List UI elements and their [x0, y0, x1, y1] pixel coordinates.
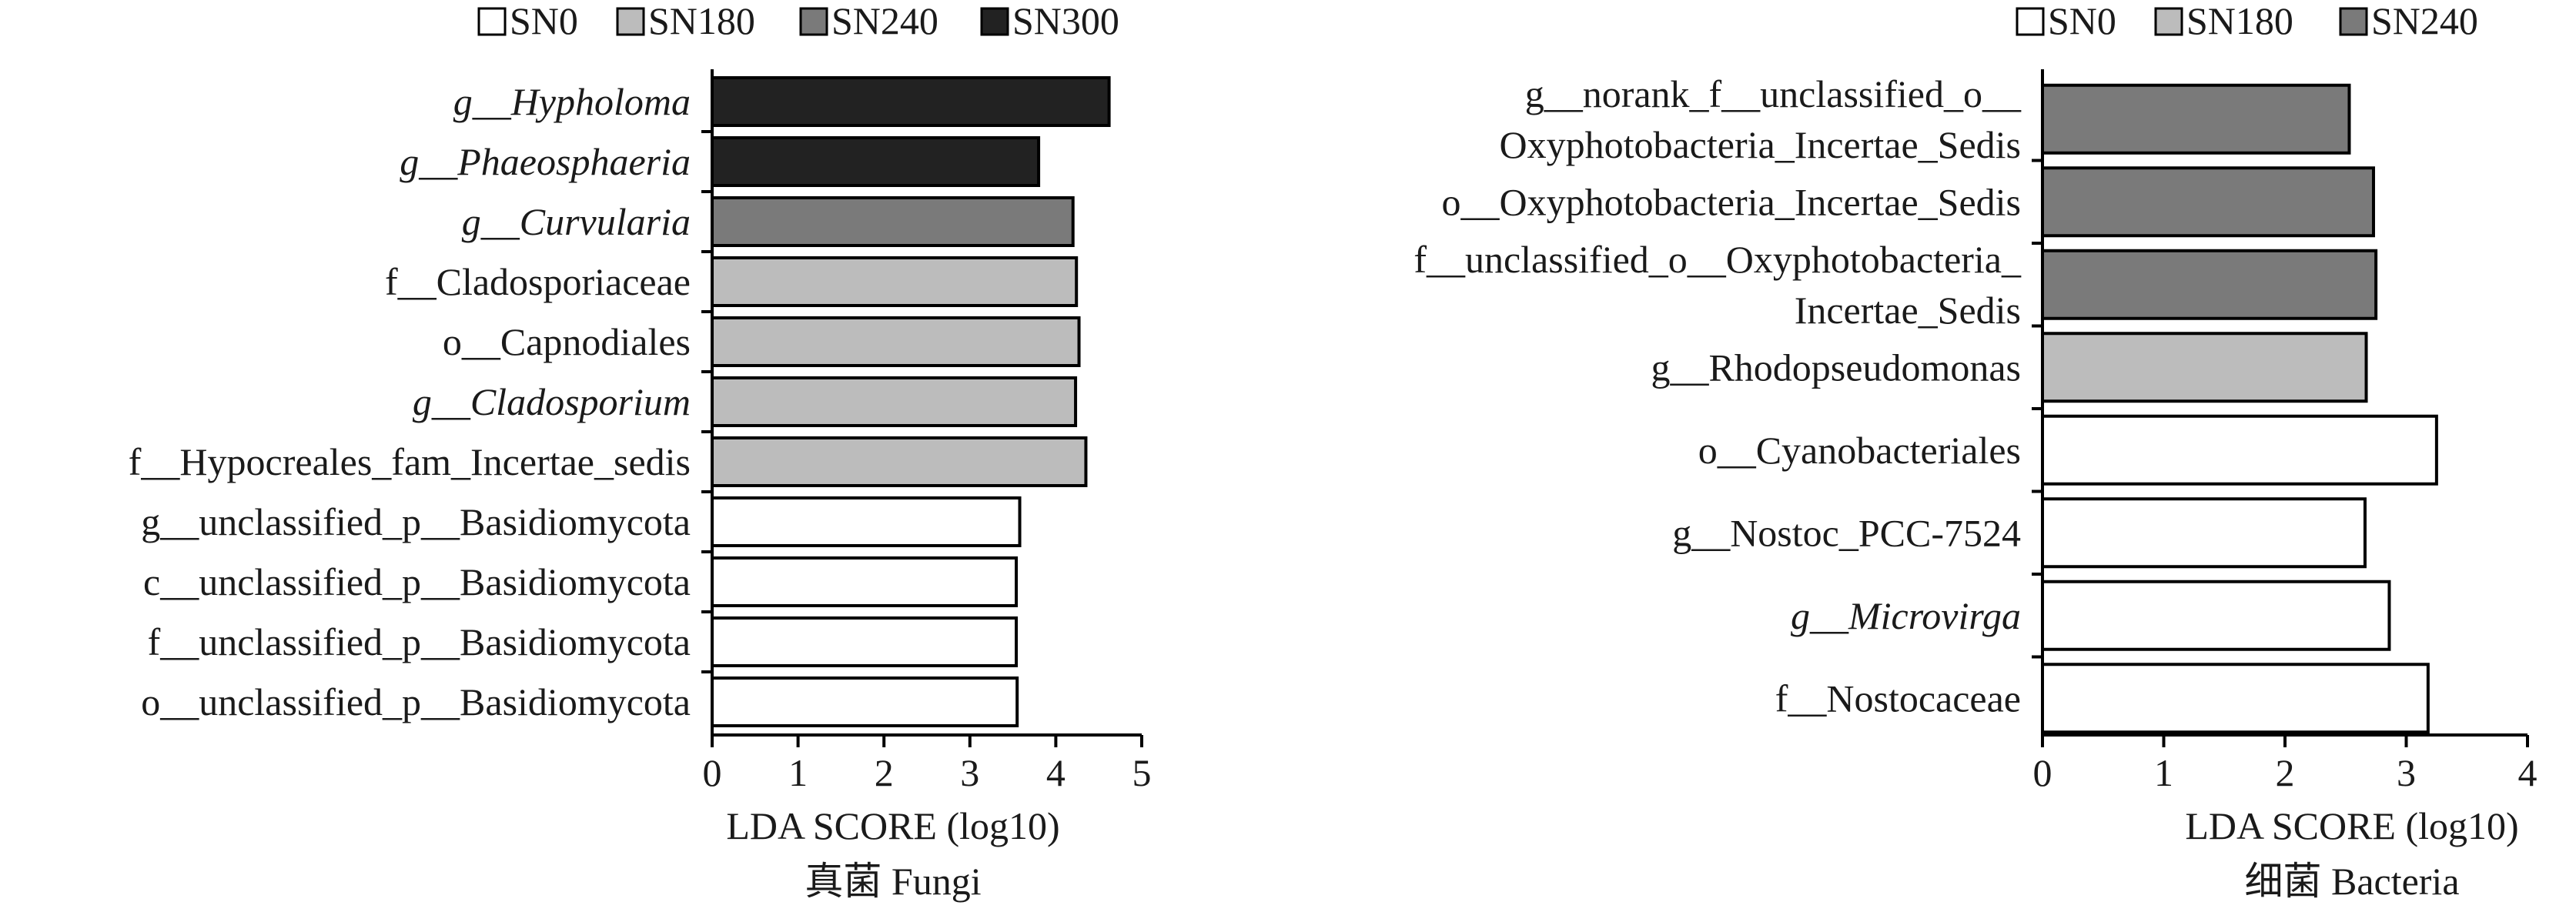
bar-10 [711, 616, 1019, 667]
chart-title: 细菌 Bacteria [2244, 860, 2459, 903]
legend-label-sn300: SN300 [1012, 0, 1119, 42]
category-label-2: o__Oxyphotobacteria_Incertae_Sedis [1441, 180, 2021, 223]
category-label-7: f__Hypocreales_fam_Incertae_sedis [129, 440, 691, 483]
bar-3 [2041, 249, 2378, 320]
chart-title: 真菌 Fungi [805, 860, 981, 903]
legend-swatch-sn240 [799, 7, 828, 36]
category-label-8: g__unclassified_p__Basidiomycota [141, 500, 691, 543]
bar-8 [711, 496, 1022, 547]
bar-3 [711, 196, 1075, 247]
category-label-5: o__Cyanobacteriales [1698, 429, 2021, 472]
x-tick-label-1: 1 [2154, 751, 2173, 794]
category-label-9: c__unclassified_p__Basidiomycota [143, 560, 691, 603]
category-label-3: g__Curvularia [462, 200, 691, 243]
legend-swatch-sn180 [2154, 7, 2183, 36]
x-tick-label-2: 2 [875, 751, 894, 794]
category-label-1-line-1: g__norank_f__unclassified_o__ [1525, 72, 2022, 115]
x-tick-label-4: 4 [1046, 751, 1066, 794]
legend-swatch-sn0 [2016, 7, 2045, 36]
x-tick-label-0: 0 [703, 751, 722, 794]
category-label-1: g__Hypholoma [453, 80, 691, 123]
legend-swatch-sn180 [616, 7, 645, 36]
legend-label-sn240: SN240 [2371, 0, 2478, 42]
bar-1 [711, 76, 1111, 127]
x-tick-label-3: 3 [960, 751, 979, 794]
category-label-6: g__Nostoc_PCC-7524 [1672, 511, 2021, 554]
category-label-1-line-2: Oxyphotobacteria_Incertae_Sedis [1499, 123, 2021, 166]
bar-6 [2041, 497, 2367, 569]
x-tick-label-2: 2 [2276, 751, 2295, 794]
bar-5 [2041, 414, 2438, 486]
category-label-4: g__Rhodopseudomonas [1651, 346, 2021, 389]
bar-5 [711, 316, 1081, 367]
category-label-4: f__Cladosporiaceae [385, 260, 691, 303]
x-tick-label-1: 1 [788, 751, 808, 794]
category-label-2: g__Phaeosphaeria [400, 140, 691, 183]
x-tick-label-5: 5 [1132, 751, 1152, 794]
category-label-10: f__unclassified_p__Basidiomycota [148, 620, 691, 663]
bar-4 [711, 256, 1079, 307]
legend-swatch-sn0 [477, 7, 507, 36]
legend-swatch-sn240 [2339, 7, 2368, 36]
x-axis-label: LDA SCORE (log10) [2185, 804, 2518, 847]
bar-9 [711, 556, 1019, 607]
bar-2 [711, 136, 1041, 187]
category-label-3-line-2: Incertae_Sedis [1795, 289, 2021, 332]
x-tick-label-0: 0 [2033, 751, 2052, 794]
legend-label-sn0: SN0 [2048, 0, 2116, 42]
category-label-7: g__Microvirga [1791, 594, 2021, 637]
legend-label-sn240: SN240 [831, 0, 938, 42]
category-label-11: o__unclassified_p__Basidiomycota [141, 680, 691, 723]
chart-2: SN0 SN180 SN240 g__norank_f__unclassified_o… [1413, 0, 2537, 903]
bar-2 [2041, 166, 2375, 238]
category-label-6: g__Cladosporium [413, 380, 691, 423]
bar-7 [711, 436, 1088, 487]
legend-label-sn180: SN180 [2186, 0, 2293, 42]
x-tick-label-3: 3 [2397, 751, 2416, 794]
category-label-8: f__Nostocaceae [1775, 676, 2021, 720]
bar-1 [2041, 83, 2351, 155]
legend-label-sn0: SN0 [510, 0, 578, 42]
category-label-3-line-1: f__unclassified_o__Oxyphotobacteria_ [1413, 238, 2022, 281]
bar-6 [711, 376, 1078, 427]
bar-7 [2041, 580, 2391, 651]
legend-label-sn180: SN180 [648, 0, 755, 42]
bar-8 [2041, 663, 2430, 734]
bar-4 [2041, 332, 2368, 403]
bar-11 [711, 676, 1019, 727]
category-label-5: o__Capnodiales [443, 320, 691, 363]
x-axis-label: LDA SCORE (log10) [726, 804, 1059, 847]
chart-1: SN0 SN180 SN240 SN300 g__Hypholoma g__Phaeosp… [129, 0, 1152, 903]
x-tick-label-4: 4 [2518, 751, 2538, 794]
legend-swatch-sn300 [980, 7, 1009, 36]
